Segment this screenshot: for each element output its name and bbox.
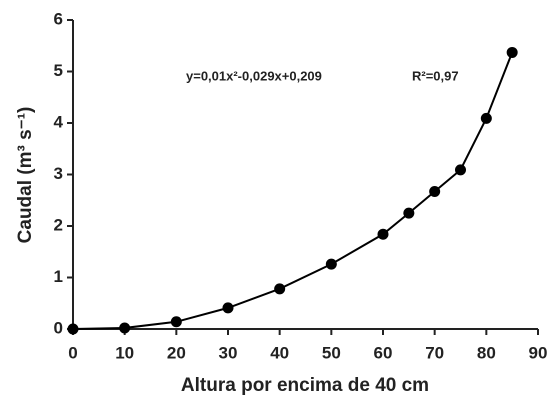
y-tick-label: 3 <box>54 164 63 183</box>
equation: y=0,01x²-0,029x+0,209 <box>186 68 322 83</box>
marker <box>403 207 415 219</box>
x-tick-label: 30 <box>219 343 238 362</box>
y-tick-label: 5 <box>54 61 63 80</box>
marker <box>119 322 131 334</box>
marker <box>480 112 492 124</box>
marker <box>170 316 182 328</box>
marker <box>222 302 234 314</box>
x-tick-label: 70 <box>425 343 444 362</box>
marker <box>506 46 518 58</box>
x-tick-label: 50 <box>322 343 341 362</box>
x-tick-label: 40 <box>270 343 289 362</box>
marker <box>325 258 337 270</box>
marker <box>429 185 441 197</box>
y-tick-label: 0 <box>54 318 63 337</box>
marker <box>455 164 466 176</box>
line <box>72 52 514 330</box>
x-tick-label: 80 <box>477 343 496 362</box>
x-tick-label: 0 <box>68 343 77 362</box>
marker <box>67 323 79 335</box>
x-tick-label: 10 <box>115 343 134 362</box>
x-axis-title: Altura por encima de 40 cm <box>181 375 429 396</box>
x-tick-label: 20 <box>167 343 186 362</box>
y-tick-label: 2 <box>54 215 63 234</box>
y-axis-title: Caudal (m³ s⁻¹) <box>15 107 36 244</box>
y-tick-label: 4 <box>54 112 64 131</box>
r-squared: R²=0,97 <box>412 68 459 83</box>
x-tick-label: 90 <box>529 343 548 362</box>
y-tick-label: 1 <box>54 267 63 286</box>
x-tick-label: 60 <box>374 343 393 362</box>
y-tick-label: 6 <box>54 9 63 28</box>
marker <box>274 283 286 295</box>
marker <box>377 228 389 240</box>
